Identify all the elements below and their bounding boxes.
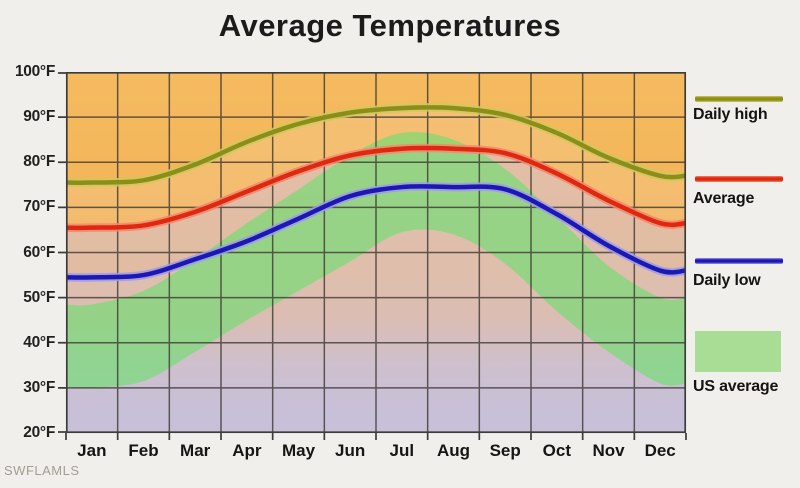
chart-title: Average Temperatures [218,8,562,43]
y-tick-label: 80°F [23,153,55,171]
x-tick-label-sep: Sep [489,441,521,460]
x-tick-label-jul: Jul [389,441,415,460]
y-tick-label: 100°F [14,63,55,80]
x-tick-label-feb: Feb [128,441,159,460]
x-tick-label-mar: Mar [180,441,211,460]
x-tick-label-jan: Jan [77,441,107,460]
legend-label-daily-low: Daily low [693,272,761,289]
legend-swatch-average [695,176,783,182]
legend-label-us-average: US average [693,378,779,395]
line-average [66,145,686,231]
x-tick-label-may: May [281,441,316,460]
y-tick-label: 60°F [23,243,55,261]
legend-swatch-daily-high [695,96,783,102]
x-tick-label-oct: Oct [542,441,571,460]
x-tick-label-nov: Nov [592,441,625,460]
legend-swatch-daily-low [695,258,783,264]
y-tick-label: 20°F [23,424,55,441]
axis-ticks [58,72,687,440]
x-tick-label-jun: Jun [335,441,366,460]
watermark: SWFLAMLS [4,463,80,478]
y-tick-label: 70°F [23,198,55,216]
legend: Daily high Average Daily low US average [690,60,800,430]
legend-swatch-us-average [695,331,781,372]
legend-label-daily-high: Daily high [693,106,768,123]
line-daily-low [66,184,686,280]
plot-border [65,72,687,434]
line-daily-high [66,105,686,185]
y-tick-label: 40°F [23,333,55,351]
x-tick-label-aug: Aug [436,441,471,460]
y-tick-label: 50°F [23,288,55,306]
plot-area [58,72,687,440]
y-tick-label: 30°F [23,378,55,396]
y-tick-label: 90°F [23,108,55,126]
x-tick-label-dec: Dec [644,441,676,460]
x-tick-label-apr: Apr [232,441,262,460]
legend-label-average: Average [693,190,755,207]
